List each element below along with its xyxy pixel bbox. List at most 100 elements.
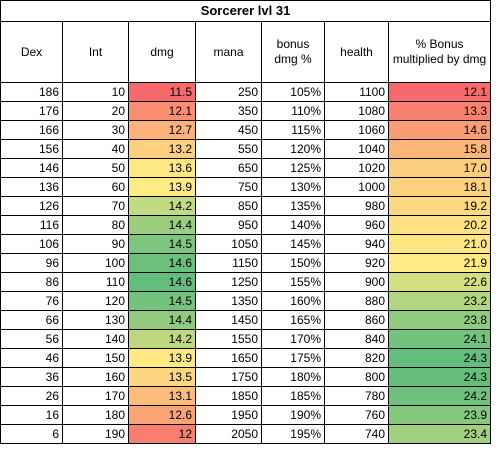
- cell-bonus-multiplied[interactable]: 23.9: [388, 405, 491, 425]
- cell-dex[interactable]: 36: [0, 367, 63, 387]
- cell-bonus-dmg[interactable]: 140%: [261, 215, 325, 235]
- cell-dex[interactable]: 116: [0, 215, 63, 235]
- cell-dex[interactable]: 96: [0, 253, 63, 273]
- cell-dex[interactable]: 136: [0, 177, 63, 197]
- cell-health[interactable]: 1080: [324, 101, 389, 121]
- cell-mana[interactable]: 1050: [195, 234, 262, 254]
- cell-mana[interactable]: 450: [195, 120, 262, 140]
- cell-dmg[interactable]: 13.2: [128, 139, 196, 159]
- cell-dmg[interactable]: 13.1: [128, 386, 196, 406]
- cell-bonus-dmg[interactable]: 105%: [261, 82, 325, 102]
- cell-mana[interactable]: 850: [195, 196, 262, 216]
- cell-health[interactable]: 1100: [324, 82, 389, 102]
- cell-bonus-dmg[interactable]: 165%: [261, 310, 325, 330]
- header-bonus-dmg[interactable]: bonus dmg %: [261, 21, 325, 83]
- cell-health[interactable]: 1000: [324, 177, 389, 197]
- cell-bonus-dmg[interactable]: 170%: [261, 329, 325, 349]
- cell-mana[interactable]: 550: [195, 139, 262, 159]
- cell-mana[interactable]: 1350: [195, 291, 262, 311]
- cell-dex[interactable]: 186: [0, 82, 63, 102]
- cell-int[interactable]: 100: [62, 253, 129, 273]
- cell-health[interactable]: 760: [324, 405, 389, 425]
- cell-dmg[interactable]: 13.6: [128, 158, 196, 178]
- cell-dex[interactable]: 26: [0, 386, 63, 406]
- cell-dmg[interactable]: 14.2: [128, 196, 196, 216]
- cell-mana[interactable]: 1950: [195, 405, 262, 425]
- cell-dex[interactable]: 106: [0, 234, 63, 254]
- cell-int[interactable]: 40: [62, 139, 129, 159]
- cell-dex[interactable]: 6: [0, 424, 63, 444]
- cell-int[interactable]: 20: [62, 101, 129, 121]
- cell-int[interactable]: 80: [62, 215, 129, 235]
- cell-bonus-dmg[interactable]: 185%: [261, 386, 325, 406]
- cell-dex[interactable]: 166: [0, 120, 63, 140]
- cell-dmg[interactable]: 14.5: [128, 234, 196, 254]
- cell-dex[interactable]: 46: [0, 348, 63, 368]
- cell-health[interactable]: 920: [324, 253, 389, 273]
- cell-bonus-dmg[interactable]: 120%: [261, 139, 325, 159]
- cell-int[interactable]: 170: [62, 386, 129, 406]
- cell-bonus-dmg[interactable]: 125%: [261, 158, 325, 178]
- cell-mana[interactable]: 1250: [195, 272, 262, 292]
- cell-dmg[interactable]: 12.1: [128, 101, 196, 121]
- cell-dmg[interactable]: 12: [128, 424, 196, 444]
- cell-mana[interactable]: 1550: [195, 329, 262, 349]
- cell-dex[interactable]: 66: [0, 310, 63, 330]
- cell-dex[interactable]: 146: [0, 158, 63, 178]
- cell-bonus-multiplied[interactable]: 21.9: [388, 253, 491, 273]
- cell-mana[interactable]: 1150: [195, 253, 262, 273]
- cell-int[interactable]: 130: [62, 310, 129, 330]
- cell-bonus-multiplied[interactable]: 24.3: [388, 348, 491, 368]
- cell-int[interactable]: 110: [62, 272, 129, 292]
- cell-dex[interactable]: 126: [0, 196, 63, 216]
- cell-health[interactable]: 1020: [324, 158, 389, 178]
- cell-dex[interactable]: 56: [0, 329, 63, 349]
- cell-bonus-multiplied[interactable]: 17.0: [388, 158, 491, 178]
- header-int[interactable]: Int: [62, 21, 129, 83]
- cell-bonus-dmg[interactable]: 110%: [261, 101, 325, 121]
- cell-dmg[interactable]: 14.6: [128, 253, 196, 273]
- cell-bonus-multiplied[interactable]: 19.2: [388, 196, 491, 216]
- cell-bonus-multiplied[interactable]: 15.8: [388, 139, 491, 159]
- cell-dex[interactable]: 156: [0, 139, 63, 159]
- cell-bonus-multiplied[interactable]: 18.1: [388, 177, 491, 197]
- cell-int[interactable]: 120: [62, 291, 129, 311]
- cell-health[interactable]: 860: [324, 310, 389, 330]
- cell-bonus-multiplied[interactable]: 22.6: [388, 272, 491, 292]
- cell-int[interactable]: 50: [62, 158, 129, 178]
- cell-int[interactable]: 160: [62, 367, 129, 387]
- cell-bonus-multiplied[interactable]: 23.8: [388, 310, 491, 330]
- cell-dex[interactable]: 76: [0, 291, 63, 311]
- cell-bonus-dmg[interactable]: 190%: [261, 405, 325, 425]
- cell-bonus-multiplied[interactable]: 24.2: [388, 386, 491, 406]
- cell-health[interactable]: 900: [324, 272, 389, 292]
- cell-int[interactable]: 90: [62, 234, 129, 254]
- cell-dmg[interactable]: 11.5: [128, 82, 196, 102]
- header-dex[interactable]: Dex: [0, 21, 63, 83]
- cell-dex[interactable]: 16: [0, 405, 63, 425]
- cell-health[interactable]: 840: [324, 329, 389, 349]
- cell-dmg[interactable]: 14.4: [128, 215, 196, 235]
- cell-bonus-multiplied[interactable]: 21.0: [388, 234, 491, 254]
- cell-health[interactable]: 880: [324, 291, 389, 311]
- cell-bonus-multiplied[interactable]: 24.1: [388, 329, 491, 349]
- cell-bonus-multiplied[interactable]: 14.6: [388, 120, 491, 140]
- cell-dmg[interactable]: 14.4: [128, 310, 196, 330]
- cell-dmg[interactable]: 14.6: [128, 272, 196, 292]
- cell-int[interactable]: 70: [62, 196, 129, 216]
- cell-mana[interactable]: 950: [195, 215, 262, 235]
- cell-bonus-dmg[interactable]: 155%: [261, 272, 325, 292]
- cell-mana[interactable]: 650: [195, 158, 262, 178]
- cell-mana[interactable]: 750: [195, 177, 262, 197]
- cell-dex[interactable]: 176: [0, 101, 63, 121]
- cell-mana[interactable]: 1750: [195, 367, 262, 387]
- cell-health[interactable]: 960: [324, 215, 389, 235]
- header-bonus-multiplied[interactable]: % Bonus multiplied by dmg: [388, 21, 491, 83]
- cell-health[interactable]: 740: [324, 424, 389, 444]
- cell-bonus-dmg[interactable]: 115%: [261, 120, 325, 140]
- cell-int[interactable]: 10: [62, 82, 129, 102]
- cell-int[interactable]: 180: [62, 405, 129, 425]
- header-dmg[interactable]: dmg: [128, 21, 196, 83]
- cell-mana[interactable]: 250: [195, 82, 262, 102]
- cell-dmg[interactable]: 12.7: [128, 120, 196, 140]
